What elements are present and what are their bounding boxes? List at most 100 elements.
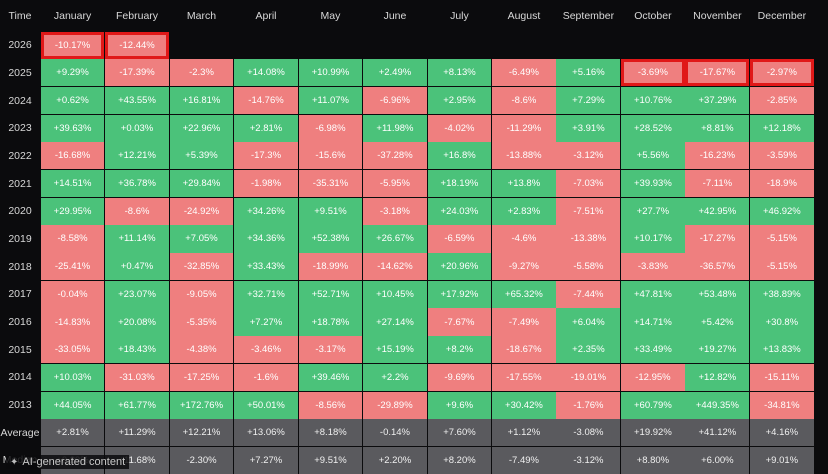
heatmap-cell: +19.27% (685, 336, 750, 364)
month-header-december: December (749, 0, 814, 31)
heatmap-cell: +9.6% (427, 391, 492, 419)
heatmap-cell: -18.9% (749, 170, 814, 198)
row-label-2025: 2025 (0, 59, 40, 87)
month-header-january: January (40, 0, 105, 31)
row-label-2017: 2017 (0, 280, 40, 308)
heatmap-cell (556, 31, 621, 59)
heatmap-cell: -9.27% (491, 253, 556, 281)
month-header-may: May (298, 0, 363, 31)
heatmap-cell: -8.58% (40, 225, 105, 253)
heatmap-cell: +4.16% (749, 419, 814, 447)
heatmap-cell: +12.82% (685, 363, 750, 391)
heatmap-cell: +7.60% (427, 419, 492, 447)
heatmap-cell: -1.98% (234, 170, 298, 198)
heatmap-cell: -32.85% (169, 253, 234, 281)
heatmap-cell: +38.89% (749, 280, 814, 308)
heatmap-cell: -5.58% (556, 253, 621, 281)
ai-generated-label: AI-generated content (22, 456, 126, 468)
heatmap-cell: -17.67% (685, 59, 750, 87)
heatmap-cell: +29.95% (40, 197, 105, 225)
heatmap-cell: +2.81% (40, 419, 105, 447)
heatmap-cell: +0.47% (105, 253, 169, 281)
heatmap-cell: -8.6% (491, 86, 556, 115)
month-header-february: February (105, 0, 169, 31)
heatmap-cell (298, 31, 363, 59)
sparkle-icon: ✦ (10, 456, 19, 468)
heatmap-cell: -7.49% (491, 446, 556, 474)
heatmap-cell: +53.48% (685, 280, 750, 308)
month-header-september: September (556, 0, 621, 31)
month-header-march: March (169, 0, 234, 31)
heatmap-cell: +52.71% (298, 280, 363, 308)
heatmap-cell: +39.46% (298, 363, 363, 391)
heatmap-cell: +8.2% (427, 336, 492, 364)
heatmap-cell: +11.29% (105, 419, 169, 447)
heatmap-cell: -12.95% (620, 363, 685, 391)
row-label-2022: 2022 (0, 142, 40, 170)
heatmap-cell: -4.6% (491, 225, 556, 253)
heatmap-cell: +5.56% (620, 142, 685, 170)
heatmap-cell: +10.45% (363, 280, 427, 308)
heatmap-cell: +52.38% (298, 225, 363, 253)
heatmap-cell: +43.55% (105, 86, 169, 115)
heatmap-cell: +36.78% (105, 170, 169, 198)
heatmap-cell: -16.23% (685, 142, 750, 170)
heatmap-cell: +29.84% (169, 170, 234, 198)
heatmap-cell: +1.12% (491, 419, 556, 447)
heatmap-cell: -2.3% (169, 59, 234, 87)
heatmap-cell (685, 31, 750, 59)
heatmap-cell: +0.62% (40, 86, 105, 115)
heatmap-cell: +18.78% (298, 308, 363, 336)
heatmap-cell: -14.76% (234, 86, 298, 115)
heatmap-cell: +22.96% (169, 114, 234, 142)
heatmap-cell: -3.46% (234, 336, 298, 364)
heatmap-cell: +8.13% (427, 59, 492, 87)
heatmap-cell: -7.67% (427, 308, 492, 336)
heatmap-cell (749, 31, 814, 59)
heatmap-cell: -35.31% (298, 170, 363, 198)
heatmap-cell: -0.14% (363, 419, 427, 447)
heatmap-cell: -6.59% (427, 225, 492, 253)
heatmap-cell: +5.16% (556, 59, 621, 87)
heatmap-cell: -36.57% (685, 253, 750, 281)
heatmap-cell: +9.51% (298, 197, 363, 225)
heatmap-cell: -13.38% (556, 225, 621, 253)
heatmap-cell: -3.08% (556, 419, 621, 447)
heatmap-cell: +39.93% (620, 170, 685, 198)
heatmap-cell: +5.42% (685, 308, 750, 336)
heatmap-cell: -2.97% (749, 59, 814, 87)
heatmap-cell: +7.29% (556, 86, 621, 115)
heatmap-cell: +2.2% (363, 363, 427, 391)
heatmap-cell: -1.6% (234, 363, 298, 391)
heatmap-cell: -7.44% (556, 280, 621, 308)
heatmap-cell: +172.76% (169, 391, 234, 419)
heatmap-cell: +11.98% (363, 114, 427, 142)
heatmap-cell: -3.18% (363, 197, 427, 225)
heatmap-cell: -17.39% (105, 59, 169, 87)
row-label-2023: 2023 (0, 114, 40, 142)
heatmap-cell: +27.7% (620, 197, 685, 225)
heatmap-cell: +18.43% (105, 336, 169, 364)
heatmap-cell: -3.12% (556, 446, 621, 474)
heatmap-cell: +32.71% (234, 280, 298, 308)
heatmap-cell: -7.51% (556, 197, 621, 225)
heatmap-cell: -25.41% (40, 253, 105, 281)
heatmap-cell: +12.18% (749, 114, 814, 142)
heatmap-cell: +10.17% (620, 225, 685, 253)
heatmap-cell: +61.77% (105, 391, 169, 419)
heatmap-cell: -2.85% (749, 86, 814, 115)
heatmap-cell: -6.98% (298, 114, 363, 142)
heatmap-cell: +8.80% (620, 446, 685, 474)
heatmap-cell: -5.15% (749, 253, 814, 281)
heatmap-cell: -3.69% (620, 59, 685, 87)
heatmap-cell: -33.05% (40, 336, 105, 364)
row-label-average: Average (0, 419, 40, 447)
heatmap-cell: +6.04% (556, 308, 621, 336)
heatmap-cell: +47.81% (620, 280, 685, 308)
heatmap-cell: -12.44% (105, 31, 169, 59)
heatmap-cell (491, 31, 556, 59)
row-label-2018: 2018 (0, 253, 40, 281)
heatmap-cell: -3.59% (749, 142, 814, 170)
month-header-april: April (234, 0, 298, 31)
